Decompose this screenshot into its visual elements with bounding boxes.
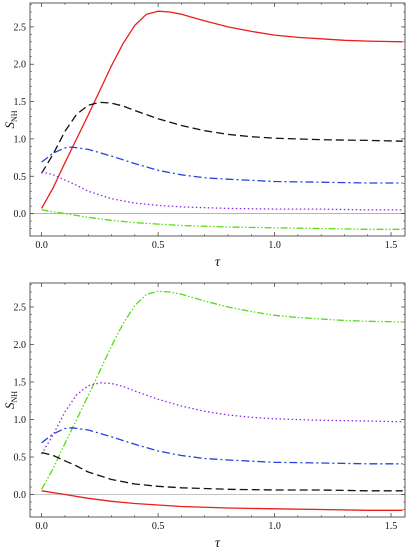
x-tick-label: 0.5 — [152, 521, 165, 532]
x-tick-label: 1.0 — [268, 521, 281, 532]
y-axis-label-main: S — [2, 402, 17, 409]
y-tick-label: 0.5 — [14, 453, 27, 464]
series-line-5 — [41, 209, 403, 230]
bottom-chart-panel: 0.0 0.5 1.0 1.5 0.0 0.5 1.0 1.5 2.0 2.5 τ SNH — [2, 282, 406, 547]
y-tick-label: 1.5 — [14, 378, 27, 389]
y-tick-label: 0.0 — [14, 490, 27, 501]
series-line-4 — [41, 451, 403, 492]
y-tick-label: 2.0 — [14, 340, 27, 351]
y-tick-label: 0.5 — [14, 172, 27, 183]
x-tick-label: 1.5 — [385, 521, 398, 532]
y-axis-label: SNH — [2, 110, 19, 128]
x-tick-label: 1.5 — [385, 240, 398, 251]
top-chart-panel: 0.0 0.5 1.0 1.5 0.0 0.5 1.0 1.5 2.0 2.5 τ SNH — [2, 2, 406, 270]
y-axis-label-main: S — [2, 122, 17, 129]
x-tick-label: 0.5 — [152, 240, 165, 251]
x-tick-label: 0.0 — [35, 521, 48, 532]
series-line-2 — [41, 382, 403, 455]
x-tick-label: 0.0 — [35, 240, 48, 251]
x-tick-label: 1.0 — [268, 240, 281, 251]
plot-frame — [29, 2, 406, 237]
y-tick-label: 1.5 — [14, 97, 27, 108]
series-line-2 — [41, 101, 403, 174]
series-line-5 — [41, 490, 403, 511]
y-tick-label: 2.5 — [14, 22, 27, 33]
series-line-1 — [41, 290, 403, 490]
series-line-3 — [41, 146, 403, 184]
y-tick-label: 0.0 — [14, 209, 27, 220]
y-tick-label: 1.0 — [14, 134, 27, 145]
y-tick-label: 2.0 — [14, 60, 27, 71]
y-axis-label-subscript: NH — [10, 110, 19, 122]
y-axis-label: SNH — [2, 391, 19, 409]
series-line-4 — [41, 171, 403, 211]
series-line-3 — [41, 427, 403, 465]
y-tick-label: 2.5 — [14, 303, 27, 314]
y-axis-label-subscript: NH — [10, 391, 19, 403]
series-line-1 — [41, 10, 403, 209]
x-axis-label: τ — [215, 255, 221, 270]
y-tick-label: 1.0 — [14, 415, 27, 426]
x-axis-label: τ — [215, 536, 221, 547]
plot-frame — [29, 282, 406, 518]
